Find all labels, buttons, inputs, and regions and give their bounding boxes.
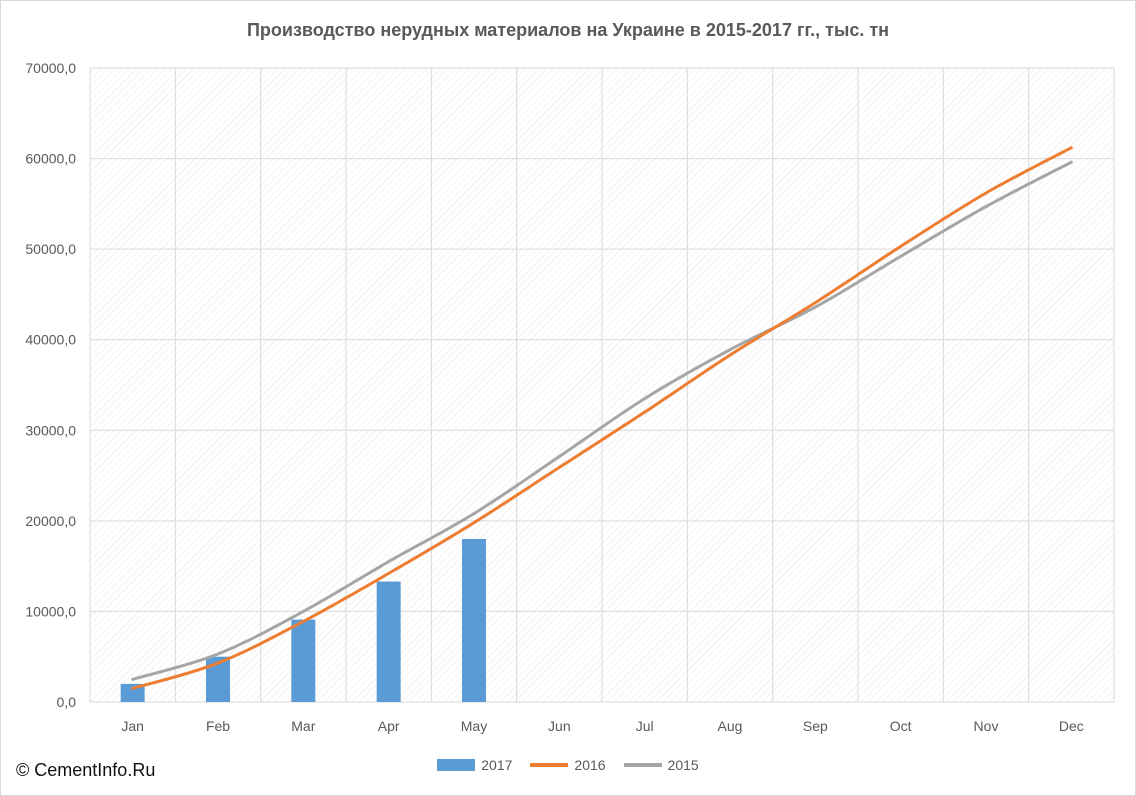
bar-2017 (120, 683, 145, 702)
line-2016 (131, 146, 1073, 690)
legend-item-2015: 2015 (623, 757, 699, 773)
legend-item-2016: 2016 (530, 757, 606, 773)
line-2015 (131, 160, 1073, 681)
y-tick-label: 0,0 (57, 694, 77, 710)
legend-item-2017: 2017 (437, 757, 512, 773)
legend-label-2017: 2017 (481, 757, 513, 773)
x-tick-label: May (461, 718, 487, 734)
legend-swatch-2017 (437, 759, 476, 771)
legend-swatch-2016 (530, 763, 569, 767)
bar-2017 (376, 581, 401, 702)
x-tick-label: Dec (1059, 718, 1084, 734)
bar-2017 (462, 538, 486, 702)
x-tick-label: Sep (803, 718, 828, 734)
y-tick-label: 40000,0 (25, 332, 76, 348)
x-tick-label: Nov (974, 718, 999, 734)
legend-label-2016: 2016 (574, 757, 606, 773)
x-tick-label: Aug (718, 718, 743, 734)
x-tick-label: Oct (890, 718, 912, 734)
x-tick-label: Mar (291, 718, 315, 734)
y-tick-label: 10000,0 (25, 603, 76, 619)
legend-swatch-2015 (623, 763, 662, 767)
x-tick-label: Apr (378, 718, 400, 734)
y-tick-label: 20000,0 (25, 513, 76, 529)
copyright-text: © CementInfo.Ru (16, 760, 156, 780)
chart-title: Производство нерудных материалов на Укра… (246, 20, 890, 40)
x-tick-label: Jun (548, 718, 571, 734)
x-tick-label: Jul (636, 718, 654, 734)
y-tick-label: 70000,0 (25, 60, 76, 76)
y-tick-label: 50000,0 (25, 241, 76, 257)
y-tick-label: 60000,0 (25, 151, 76, 167)
legend: 2017 2016 2015 (0, 757, 1136, 773)
y-tick-label: 30000,0 (25, 422, 76, 438)
x-tick-label: Feb (206, 718, 230, 734)
legend-label-2015: 2015 (667, 757, 699, 773)
bar-2017 (291, 619, 316, 702)
x-tick-label: Jan (121, 718, 144, 734)
